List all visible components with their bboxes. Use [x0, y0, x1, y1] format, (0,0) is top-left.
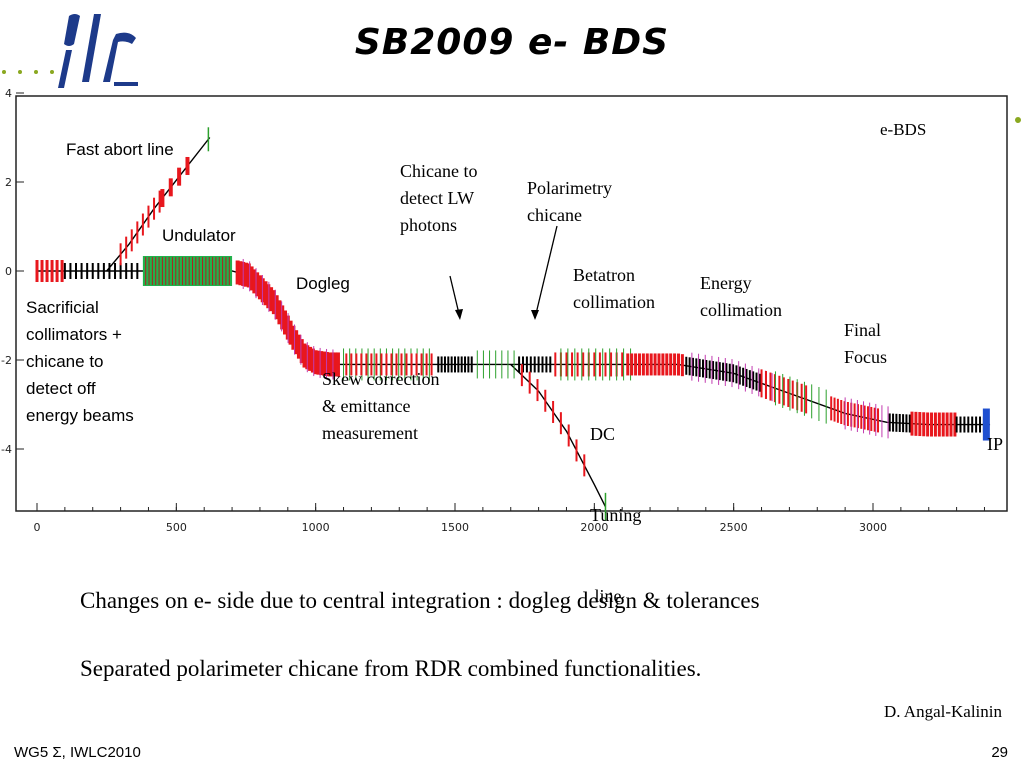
y-tick-label: -2 [1, 354, 12, 367]
x-tick-label: 500 [166, 521, 187, 534]
final-focus-label: Final Focus [844, 320, 888, 367]
y-tick-label: 2 [5, 176, 12, 189]
author: D. Angal-Kalinin [883, 702, 1002, 721]
x-tick-label: 2000 [580, 521, 608, 534]
legend-label: e-BDS [880, 120, 927, 139]
decorative-dots [2, 70, 1021, 123]
x-tick-label: 0 [34, 521, 41, 534]
undulator-label: Undulator [162, 226, 236, 245]
x-axis: 0 500 1000 1500 2000 2500 3000 [34, 503, 985, 534]
fast-abort-label: Fast abort line [66, 140, 174, 159]
x-tick-label: 1500 [441, 521, 469, 534]
ilc-logo [14, 10, 144, 90]
annotation-arrows [449, 225, 558, 320]
chart-frame [15, 95, 1008, 512]
ip-label: IP [987, 434, 1004, 454]
beamline-chart: 0 500 1000 1500 2000 2500 3000 4 2 0 -2 -4 [1, 87, 1008, 534]
skew-correction-label: Skew correction & emittance measurement [322, 369, 440, 443]
note-line-1: Changes on e- side due to central integr… [80, 588, 760, 613]
note-line-2: Separated polarimeter chicane from RDR c… [80, 656, 702, 681]
page-title: SB2009 e- BDS [354, 22, 670, 63]
polarimetry-label: Polarimetry chicane [527, 178, 612, 225]
y-tick-label: -4 [1, 443, 12, 456]
betatron-label: Betatron collimation [573, 265, 655, 312]
dogleg-label: Dogleg [296, 274, 350, 293]
x-tick-label: 3000 [859, 521, 887, 534]
y-tick-label: 0 [5, 265, 12, 278]
sacrificial-label: Sacrificial collimators + chicane to det… [26, 298, 134, 425]
y-axis: 4 2 0 -2 -4 [1, 87, 24, 456]
energy-collimation-label: Energy collimation [700, 273, 782, 320]
chicane-lw-label: Chicane to detect LW photons [400, 161, 478, 235]
x-tick-label: 1000 [302, 521, 330, 534]
dc-tuning-label: DC Tuning line [590, 424, 642, 606]
y-tick-label: 4 [5, 87, 12, 100]
undulator-block [142, 256, 233, 286]
ip-marker [982, 408, 990, 441]
x-tick-label: 2500 [720, 521, 748, 534]
footer-text: WG5 Σ, IWLC2010 [14, 744, 141, 761]
page-number: 29 [991, 744, 1008, 761]
